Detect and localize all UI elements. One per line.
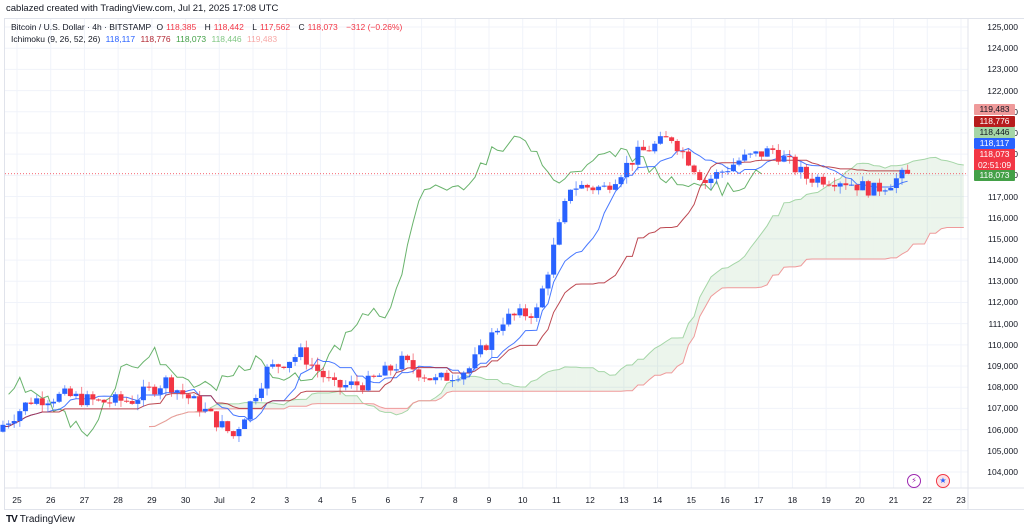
us-flag-event-icon[interactable]: ★ (936, 474, 950, 488)
price-tick: 114,000 (987, 255, 1018, 266)
time-tick: 15 (686, 495, 697, 505)
time-tick: 26 (45, 495, 56, 505)
time-tick: 7 (419, 495, 424, 505)
time-tick: 2 (250, 495, 256, 505)
time-tick: 16 (720, 495, 730, 505)
time-tick: 17 (753, 495, 764, 505)
time-tick: 19 (821, 495, 831, 505)
open-value: 118,385 (166, 22, 197, 32)
indicator-title[interactable]: Ichimoku (9, 26, 52, 26) (11, 34, 101, 44)
price-tick: 107,000 (987, 403, 1018, 414)
price-tick: 105,000 (987, 445, 1018, 456)
price-tick: 124,000 (987, 43, 1018, 54)
price-tick: 104,000 (987, 467, 1018, 477)
time-tick: 3 (284, 495, 290, 505)
time-tick: 22 (922, 495, 933, 505)
time-tick: Jul (213, 495, 225, 505)
chart-frame (4, 18, 1024, 510)
price-tick: 111,000 (988, 318, 1018, 329)
tradingview-logo-icon: TV (6, 514, 18, 525)
chart-credit: cablazed created with TradingView.com, J… (6, 3, 279, 14)
time-tick: 8 (452, 495, 458, 505)
time-tick: 27 (79, 495, 90, 505)
time-tick: 9 (486, 495, 492, 505)
price-tick: 116,000 (987, 212, 1018, 223)
time-tick: 21 (888, 495, 899, 505)
time-tick: 11 (552, 495, 561, 505)
low-value: 117,562 (259, 22, 291, 32)
time-tick: 14 (652, 495, 663, 505)
price-tick: 113,000 (987, 276, 1018, 287)
symbol-title[interactable]: Bitcoin / U.S. Dollar · 4h · BITSTAMP (11, 22, 152, 32)
price-tick: 115,000 (987, 233, 1018, 244)
price-tick: 108,000 (987, 382, 1018, 393)
price-tag: 118,776 (974, 116, 1015, 127)
time-tick: 10 (517, 495, 528, 505)
time-tick: 30 (180, 495, 191, 505)
time-tick: 29 (147, 495, 157, 505)
price-tick: 122,000 (987, 85, 1018, 96)
lagging-span-value: 118,073 (176, 34, 207, 44)
price-tick: 109,000 (987, 361, 1018, 372)
time-tick: 25 (12, 495, 22, 505)
price-tick: 106,000 (987, 424, 1018, 435)
time-tick: 5 (351, 495, 357, 505)
price-tick: 112,000 (987, 297, 1018, 308)
conversion-line-value: 118,117 (105, 34, 136, 44)
time-tick: 28 (113, 495, 123, 505)
footer-brand: TradingView (19, 514, 75, 525)
price-tick: 110,000 (987, 339, 1018, 350)
base-line-value: 118,776 (140, 34, 171, 44)
change-value: −312 (−0.26%) (346, 22, 403, 32)
price-tag: 118,117 (974, 138, 1015, 149)
lead-2-value: 119,483 (246, 34, 278, 44)
time-tick: 23 (956, 495, 966, 505)
price-tag: 118,073 02:51:09 (974, 149, 1015, 171)
time-tick: 20 (855, 495, 865, 505)
high-value: 118,442 (213, 22, 244, 32)
event-lightning-icon[interactable]: ⚡ (907, 474, 921, 488)
time-tick: 6 (385, 495, 391, 505)
price-tag: 118,073 (974, 170, 1015, 181)
price-tag: 119,483 (974, 104, 1015, 115)
time-tick: 12 (585, 495, 595, 505)
price-tick: 123,000 (987, 64, 1018, 75)
time-tick: 18 (787, 495, 798, 505)
time-tick: 4 (318, 495, 323, 505)
indicator-legend-row: Ichimoku (9, 26, 52, 26) 118,117 118,776… (11, 33, 405, 45)
footer: TV TradingView (6, 514, 75, 525)
price-tick: 117,000 (987, 191, 1018, 202)
price-tick: 125,000 (987, 22, 1018, 32)
price-tag: 118,446 (974, 127, 1015, 138)
time-tick: 13 (619, 495, 629, 505)
close-value: 118,073 (307, 22, 338, 32)
lead-1-value: 118,446 (211, 34, 242, 44)
